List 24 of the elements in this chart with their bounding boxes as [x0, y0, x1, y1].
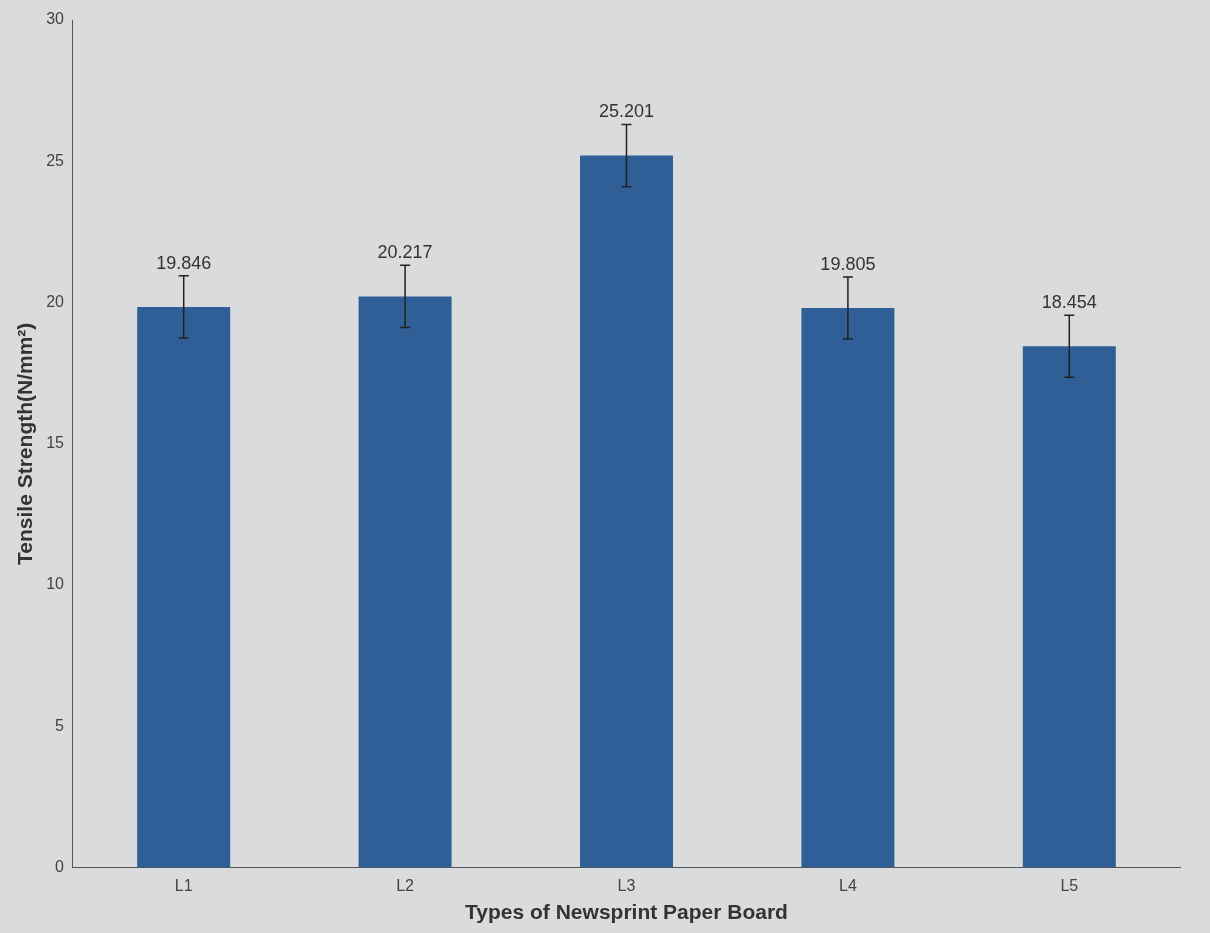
data-label: 18.454: [1041, 292, 1097, 313]
x-tick-label: L2: [396, 876, 415, 894]
data-label: 25.201: [598, 101, 655, 122]
y-axis-title: Tensile Strength(N/mm²): [13, 322, 37, 565]
y-tick-label: 0: [55, 858, 65, 876]
data-label: 19.805: [820, 253, 876, 274]
x-tick-label: L1: [174, 876, 193, 894]
x-tick-label: L3: [617, 876, 636, 894]
x-tick-label: L4: [839, 876, 857, 894]
y-tick-label: 15: [46, 434, 65, 452]
y-tick-label: 30: [46, 10, 65, 28]
y-tick-label: 20: [46, 292, 65, 310]
y-tick-label: 10: [46, 575, 65, 593]
y-tick-label: 5: [55, 716, 65, 734]
bar: [137, 306, 231, 868]
bar: [801, 308, 895, 868]
data-label: 19.846: [156, 252, 212, 273]
x-tick-label: L5: [1060, 876, 1079, 894]
bar: [580, 155, 673, 868]
bar: [358, 296, 452, 868]
y-tick-label: 25: [46, 151, 65, 169]
bar: [1022, 346, 1116, 868]
x-axis-title: Types of Newsprint Paper Board: [465, 900, 788, 924]
data-label: 20.217: [377, 242, 433, 263]
